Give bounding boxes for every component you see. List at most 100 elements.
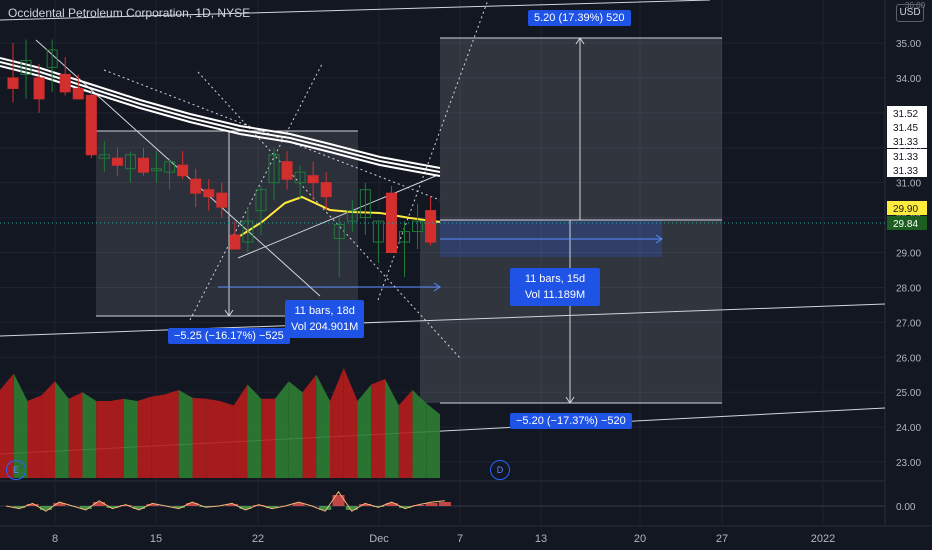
fan-line-1	[189, 63, 323, 321]
candle-body	[281, 161, 293, 180]
x-tick-label: 7	[457, 533, 463, 545]
candle-body	[20, 59, 32, 75]
price-label: 29.84	[893, 219, 918, 230]
volume-segment	[385, 379, 399, 478]
y-tick-label: 34.00	[896, 74, 921, 85]
oscillator-bar	[13, 506, 26, 508]
candle-body	[372, 220, 384, 243]
volume-segment	[82, 392, 97, 478]
volume-segment	[27, 395, 42, 478]
oscillator-bar	[26, 504, 39, 506]
candle-body	[124, 154, 136, 170]
y-tick-label: 23.00	[896, 458, 921, 469]
candle-body	[59, 73, 71, 93]
measure-left-time-arrow-head	[433, 282, 441, 292]
measure-right-vol-label: Vol 11.189M	[524, 289, 586, 301]
y-tick-label: 27.00	[896, 318, 921, 329]
measure-left-price-label: −5.25 (−16.17%) −525	[168, 328, 290, 344]
x-tick-label: 20	[634, 533, 646, 545]
volume-segment	[261, 398, 275, 478]
y-tick-label: 24.00	[896, 423, 921, 434]
volume-segment	[371, 379, 385, 478]
oscillator-bar	[239, 506, 252, 509]
oscillator-bar	[345, 506, 358, 510]
price-label: 29.90	[893, 204, 918, 215]
volume-segment	[151, 394, 165, 478]
volume-segment	[357, 384, 372, 478]
volume-segment	[398, 390, 413, 478]
dividend-marker[interactable]: D	[490, 460, 510, 480]
oscillator-bar	[199, 506, 212, 507]
volume-segment	[343, 368, 358, 478]
candle-body	[333, 224, 345, 240]
y-tick-label: 28.00	[896, 283, 921, 294]
price-label-bg	[887, 149, 927, 163]
oscillator-bar	[106, 506, 119, 508]
volume-segment	[330, 368, 344, 478]
moving-average-line	[239, 195, 441, 237]
candle-body	[7, 77, 19, 89]
oscillator-signal-line	[5, 490, 445, 512]
candle-body	[307, 175, 319, 184]
volume-segment	[412, 390, 427, 478]
oscillator-bar	[79, 506, 92, 509]
candle-body	[216, 192, 228, 208]
volume-segment	[137, 396, 152, 478]
price-label-bg	[887, 216, 927, 230]
volume-segment	[41, 381, 55, 478]
y-tick-label: 35.00	[896, 39, 921, 50]
candle-body	[85, 94, 97, 156]
short-trend-line	[237, 174, 439, 259]
measure-right-time-arrow-head	[655, 234, 663, 244]
oscillator-bar	[412, 505, 425, 506]
volume-segment	[247, 384, 262, 478]
volume-segment	[123, 398, 138, 478]
candle-body	[203, 189, 215, 198]
candle-body	[359, 189, 371, 219]
candle-body	[138, 157, 149, 173]
price-label: 31.33	[893, 166, 918, 177]
candle-body	[242, 220, 254, 243]
volume-segment	[96, 401, 110, 478]
price-label: 31.45	[893, 123, 918, 134]
oscillator-bar	[252, 505, 265, 506]
candle-body	[399, 231, 410, 243]
volume-segment	[316, 374, 330, 478]
candle-body	[255, 189, 267, 212]
volume-segment	[165, 390, 179, 478]
oscillator-bar	[119, 505, 132, 506]
price-label-bg	[887, 106, 927, 120]
volume-segment	[178, 390, 193, 478]
measure-left-bars-label: 11 bars, 18d	[294, 305, 355, 317]
x-tick-label: 13	[535, 533, 547, 545]
volume-segment	[0, 373, 14, 478]
volume-segment	[426, 403, 440, 478]
oscillator-bar	[226, 504, 239, 506]
currency-button[interactable]: USD	[896, 4, 924, 22]
channel-top-line	[0, 0, 711, 21]
volume-segment	[220, 401, 234, 478]
y-tick-label: 29.00	[896, 249, 921, 260]
volume-segment	[55, 381, 69, 478]
candle-body	[346, 210, 358, 222]
oscillator-bar	[319, 506, 332, 510]
oscillator-bar	[438, 502, 451, 506]
earnings-marker[interactable]: E	[6, 460, 26, 480]
oscillator-bar	[266, 506, 278, 508]
oscillator-bar	[332, 495, 345, 506]
channel-mid-line	[0, 303, 886, 337]
oscillator-bar	[53, 503, 66, 506]
candle-body	[177, 164, 189, 177]
candle-body	[412, 220, 424, 233]
oscillator-bar	[292, 503, 305, 506]
volume-segment	[13, 373, 28, 478]
measure-up-arrow-head	[575, 37, 585, 45]
y-tick-label: 31.00	[896, 179, 921, 190]
oscillator-bar	[359, 504, 372, 506]
x-tick-label: Dec	[369, 533, 389, 545]
measure-left-bars-box: 11 bars, 18d Vol 204.901M	[285, 300, 365, 338]
volume-segment	[275, 381, 289, 478]
candle-body	[320, 182, 332, 198]
candle-body	[229, 234, 241, 250]
